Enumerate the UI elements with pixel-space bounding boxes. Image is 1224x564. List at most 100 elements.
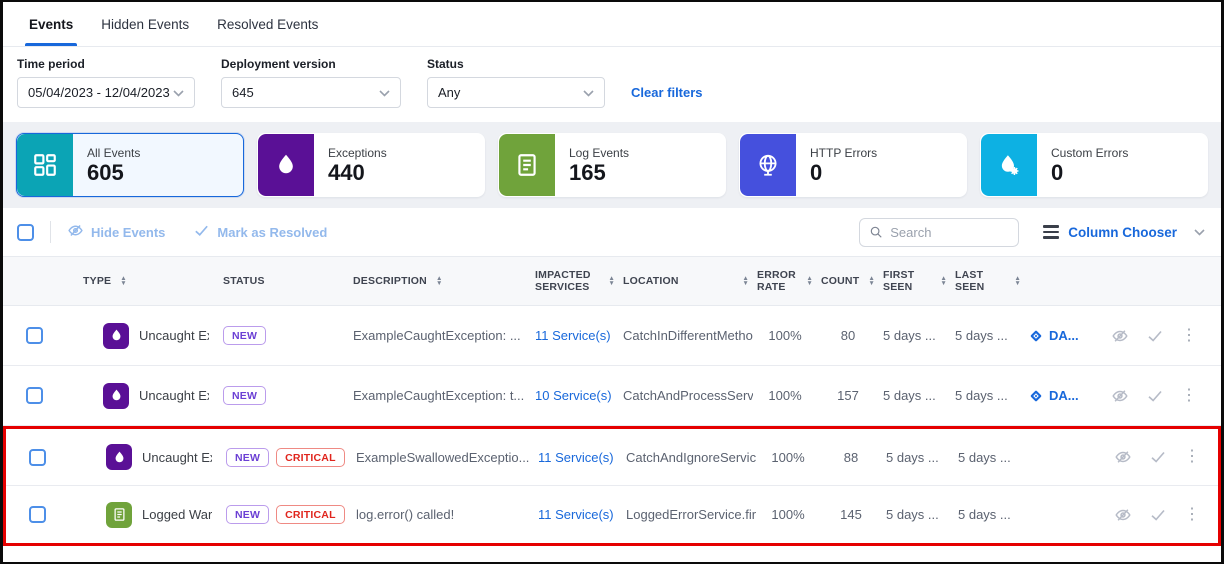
sort-icon[interactable]: ▲ ▼ [120, 275, 127, 287]
sort-icon[interactable]: ▲ ▼ [435, 275, 443, 287]
card-custom-errors[interactable]: Custom Errors 0 [980, 133, 1208, 197]
clear-filters-link[interactable]: Clear filters [631, 85, 703, 100]
hide-event-icon[interactable] [1114, 448, 1132, 466]
search-input[interactable] [890, 224, 1010, 240]
table-row[interactable]: Logged Warning NEW CRITICAL log.error() c… [6, 486, 1218, 543]
resolve-icon[interactable] [1146, 327, 1164, 345]
sort-icon[interactable]: ▲ ▼ [742, 275, 749, 287]
check-icon [193, 222, 210, 242]
card-value: 0 [1051, 160, 1064, 185]
hide-event-icon[interactable] [1111, 327, 1129, 345]
row-checkbox[interactable] [25, 387, 43, 404]
column-label: TYPE [83, 275, 112, 287]
row-menu-icon[interactable]: ⋮ [1181, 326, 1197, 344]
row-menu-icon[interactable]: ⋮ [1184, 448, 1200, 465]
error-rate: 100% [768, 328, 802, 343]
row-checkbox[interactable] [28, 448, 46, 466]
ticket-link[interactable]: DA... [1025, 388, 1095, 403]
card-label: Log Events [569, 146, 630, 160]
status-label: Status [427, 57, 464, 71]
column-label: FIRST SEEN [883, 269, 915, 293]
time-period-value: 05/04/2023 - 12/04/2023 [28, 85, 170, 100]
column-chooser-label: Column Chooser [1068, 224, 1177, 240]
last-seen: 5 days ... [958, 449, 1011, 465]
impacted-services-link[interactable]: 11 Service(s) [535, 328, 611, 343]
flame-gear-icon [981, 134, 1037, 196]
status-select[interactable]: Any [427, 77, 605, 108]
event-description: ExampleSwallowedExceptio... [356, 449, 530, 465]
first-seen: 5 days ... [886, 449, 939, 465]
hide-event-icon[interactable] [1111, 387, 1129, 405]
column-label: STATUS [223, 275, 265, 287]
impacted-services-link[interactable]: 10 Service(s) [535, 388, 612, 403]
deployment-version-filter: Deployment version 645 [221, 57, 401, 108]
event-location: CatchInDifferentMetho... [623, 328, 753, 343]
column-label: LAST SEEN [955, 269, 985, 293]
flame-icon [106, 444, 132, 470]
event-description: ExampleCaughtException: t... [353, 388, 525, 403]
card-all-events[interactable]: All Events 605 [16, 133, 244, 197]
ticket-label: DA... [1049, 328, 1079, 343]
last-seen: 5 days ... [955, 388, 1008, 403]
column-header-status: STATUS [209, 275, 349, 287]
hide-event-icon[interactable] [1114, 506, 1132, 524]
resolve-icon[interactable] [1146, 387, 1164, 405]
table-row[interactable]: Uncaught Exce... NEW ExampleCaughtExcept… [3, 366, 1221, 426]
impacted-services-link[interactable]: 11 Service(s) [538, 507, 614, 522]
diamond-icon [1030, 390, 1042, 401]
impacted-services-link[interactable]: 11 Service(s) [538, 449, 614, 465]
card-value: 165 [569, 160, 606, 185]
filter-bar: Time period 05/04/2023 - 12/04/2023 Depl… [3, 47, 1221, 122]
column-header-count: COUNT ▲ ▼ [817, 275, 879, 287]
globe-icon [740, 134, 796, 196]
sort-icon[interactable]: ▲ ▼ [1014, 275, 1021, 287]
tab-hidden-events[interactable]: Hidden Events [101, 16, 190, 32]
card-log-events[interactable]: Log Events 165 [498, 133, 726, 197]
column-chooser-button[interactable]: Column Chooser [1043, 223, 1205, 241]
tab-events[interactable]: Events [24, 2, 78, 46]
event-location: CatchAndProcessServi... [623, 388, 753, 403]
resolve-icon[interactable] [1149, 506, 1167, 524]
event-type: Uncaught Exce... [139, 328, 209, 343]
sort-icon[interactable]: ▲ ▼ [608, 275, 615, 287]
row-menu-icon[interactable]: ⋮ [1184, 505, 1200, 523]
hamburger-icon [1043, 225, 1060, 239]
table-row[interactable]: Uncaught Exce... NEW CRITICAL ExampleSwal… [6, 429, 1218, 486]
sort-icon[interactable]: ▲ ▼ [806, 275, 813, 287]
status-badge: NEW [223, 326, 267, 345]
chevron-down-icon [379, 85, 390, 100]
row-menu-icon[interactable]: ⋮ [1181, 386, 1197, 404]
select-all-checkbox[interactable] [17, 223, 34, 241]
hide-events-button[interactable]: Hide Events [67, 222, 165, 242]
sort-icon[interactable]: ▲ ▼ [868, 275, 875, 287]
card-exceptions[interactable]: Exceptions 440 [257, 133, 485, 197]
severity-badge: CRITICAL [276, 447, 345, 467]
event-location: CatchAndIgnoreService... [626, 449, 756, 465]
flame-icon [103, 322, 129, 349]
deployment-version-select[interactable]: 645 [221, 77, 401, 108]
time-period-select[interactable]: 05/04/2023 - 12/04/2023 [17, 77, 195, 108]
resolve-icon[interactable] [1149, 448, 1167, 466]
mark-resolved-button[interactable]: Mark as Resolved [193, 222, 327, 242]
row-checkbox[interactable] [28, 506, 46, 523]
event-count: 80 [840, 328, 856, 343]
card-http-errors[interactable]: HTTP Errors 0 [739, 133, 967, 197]
status-filter: Status Any [427, 57, 605, 108]
error-rate: 100% [771, 449, 805, 465]
tab-resolved-events[interactable]: Resolved Events [217, 16, 319, 32]
row-checkbox[interactable] [25, 327, 43, 344]
event-description: log.error() called! [356, 507, 455, 522]
status-badge: NEW [223, 386, 267, 405]
table-row[interactable]: Uncaught Exce... NEW ExampleCaughtExcept… [3, 306, 1221, 366]
ticket-link[interactable]: DA... [1025, 328, 1095, 343]
diamond-icon [1030, 330, 1042, 341]
chevron-down-icon [173, 85, 184, 100]
table-toolbar: Hide Events Mark as Resolved Column Choo… [3, 208, 1221, 256]
column-header-description: DESCRIPTION ▲ ▼ [349, 275, 531, 287]
sort-icon[interactable]: ▲ ▼ [940, 275, 947, 287]
column-header-location: LOCATION ▲ ▼ [619, 275, 753, 287]
status-value: Any [438, 85, 461, 100]
chevron-down-icon [1194, 223, 1205, 241]
column-header-last-seen: LAST SEEN ▲ ▼ [951, 269, 1025, 293]
first-seen: 5 days ... [886, 507, 939, 522]
